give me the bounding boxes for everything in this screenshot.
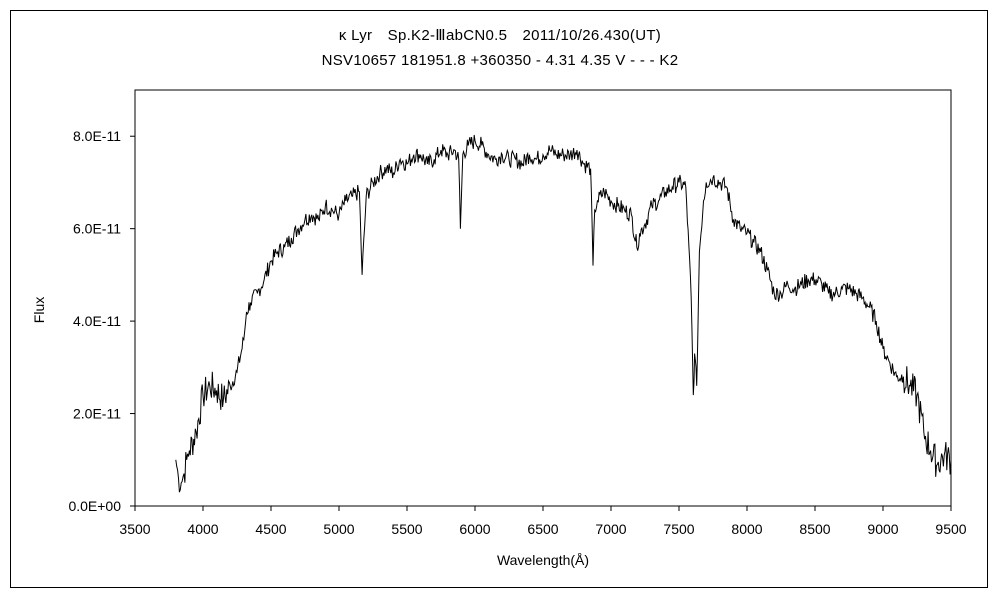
- x-axis-label: Wavelength(Å): [497, 552, 589, 568]
- x-tick-label: 8500: [799, 521, 830, 537]
- x-tick-label: 5500: [391, 521, 422, 537]
- x-tick-label: 4500: [255, 521, 286, 537]
- chart-frame: [10, 10, 988, 588]
- y-axis-ticks: 0.0E+00 2.0E-11 4.0E-11 6.0E-11 8.0E-11: [68, 128, 135, 514]
- x-tick-label: 7000: [595, 521, 626, 537]
- x-tick-label: 9000: [867, 521, 898, 537]
- y-tick-label: 0.0E+00: [68, 498, 121, 514]
- spectrum-line: [175, 134, 952, 493]
- y-tick-label: 4.0E-11: [73, 313, 121, 329]
- x-tick-label: 9500: [935, 521, 966, 537]
- plot-area: [134, 89, 952, 507]
- x-tick-label: 8000: [731, 521, 762, 537]
- y-tick-label: 8.0E-11: [73, 128, 121, 144]
- x-tick-label: 6500: [527, 521, 558, 537]
- y-tick-label: 6.0E-11: [73, 221, 121, 237]
- y-tick-label: 2.0E-11: [73, 406, 121, 422]
- x-tick-label: 3500: [119, 521, 150, 537]
- x-tick-label: 4000: [187, 521, 218, 537]
- chart-title-line-2: NSV10657 181951.8 +360350 - 4.31 4.35 V …: [321, 52, 679, 69]
- x-tick-label: 5000: [323, 521, 354, 537]
- x-tick-label: 7500: [663, 521, 694, 537]
- y-axis-label: Flux: [31, 297, 47, 323]
- x-tick-label: 6000: [459, 521, 490, 537]
- x-axis-ticks: 3500 4000 4500 5000 5500 6000 6500 7000 7500 8000…: [119, 506, 967, 537]
- chart-title-line-1: κ Lyr Sp.K2-ⅢabCN0.5 2011/10/26.430(UT): [338, 27, 662, 44]
